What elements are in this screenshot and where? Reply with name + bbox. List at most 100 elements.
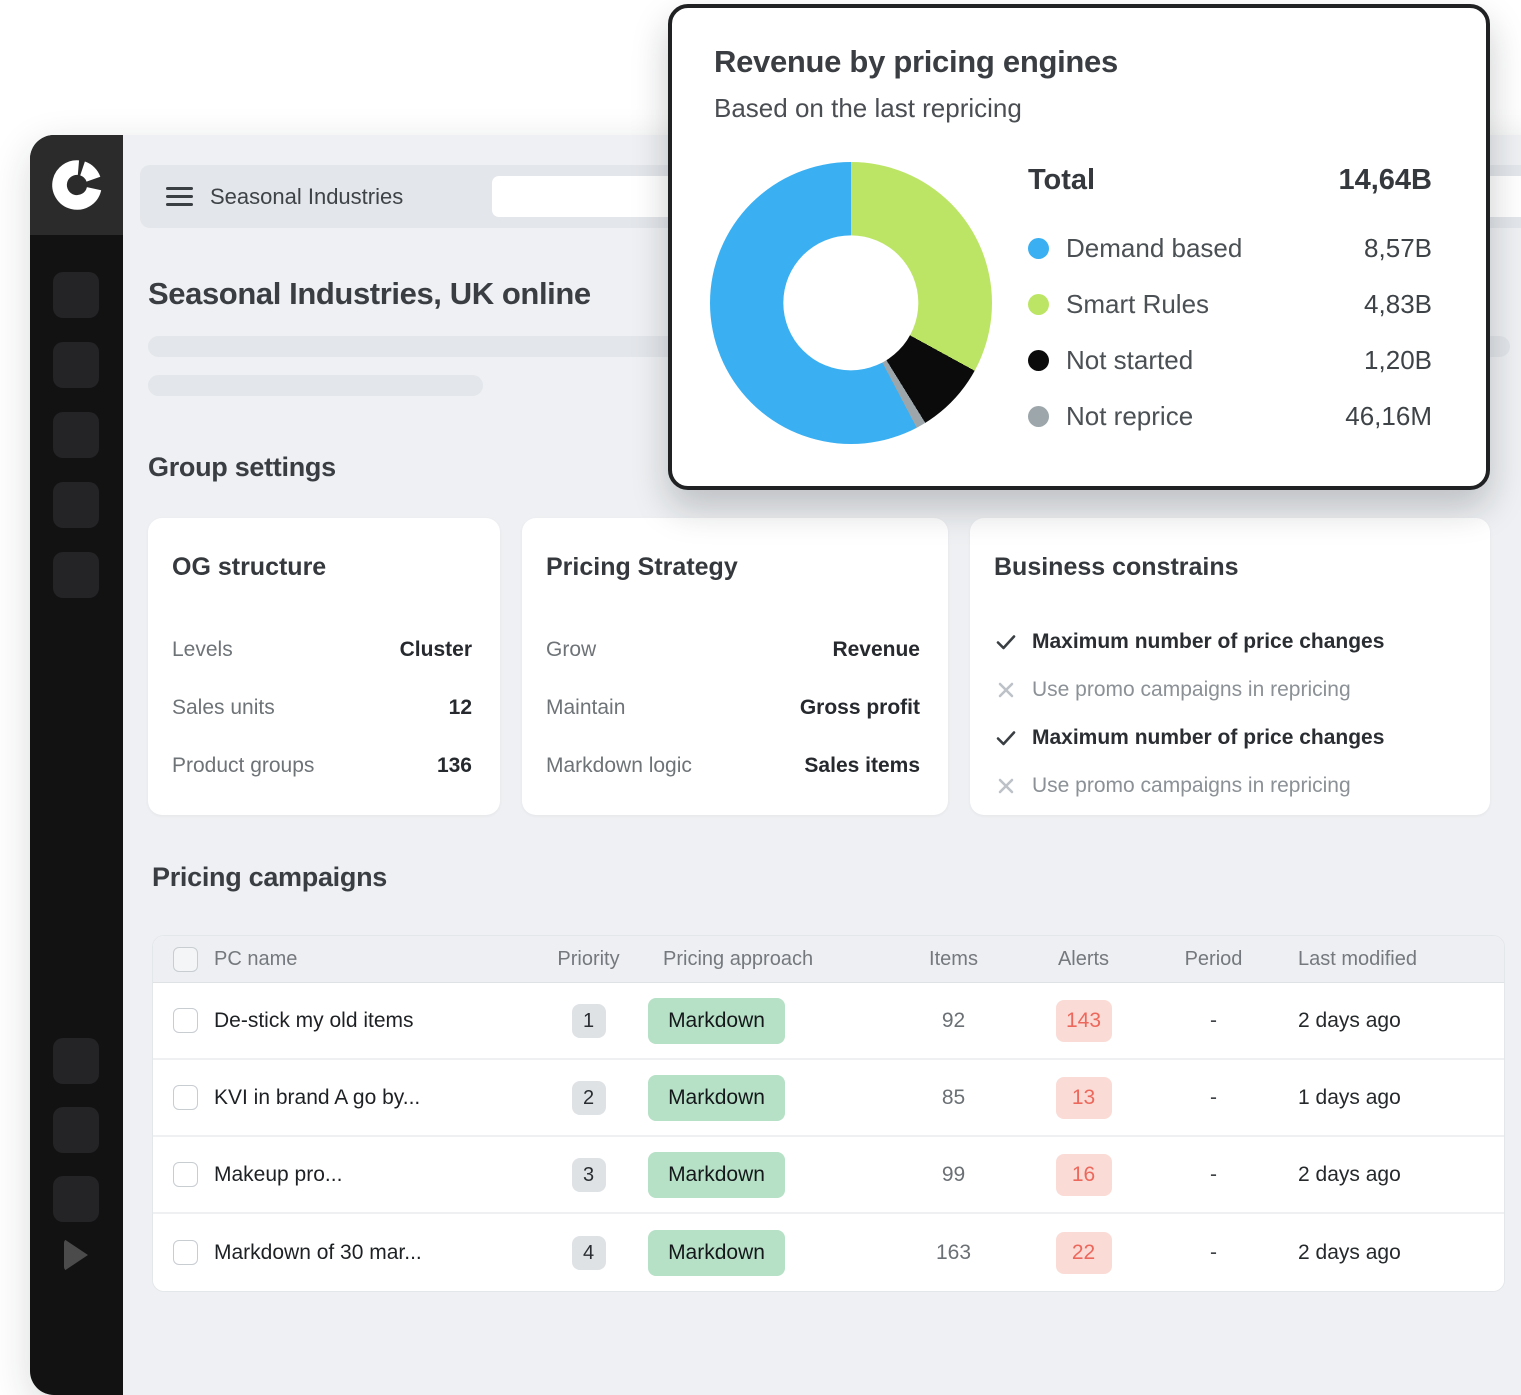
legend-dot bbox=[1028, 293, 1049, 315]
col-header-items: Items bbox=[929, 947, 978, 970]
col-header-priority: Priority bbox=[557, 947, 620, 970]
row-checkbox[interactable] bbox=[173, 1240, 198, 1265]
sidebar-bottom-item-1[interactable] bbox=[53, 1038, 99, 1084]
sidebar-item-5[interactable] bbox=[53, 552, 99, 598]
sidebar-item-1[interactable] bbox=[53, 272, 99, 318]
menu-icon[interactable] bbox=[166, 182, 193, 211]
approach-badge: Markdown bbox=[648, 1074, 785, 1121]
setting-row: Grow Revenue bbox=[546, 638, 920, 661]
priority-badge: 2 bbox=[571, 1080, 606, 1115]
chart-subtitle: Based on the last repricing bbox=[714, 93, 1022, 123]
sidebar-item-3[interactable] bbox=[53, 412, 99, 458]
check-icon bbox=[996, 635, 1016, 650]
priority-badge: 1 bbox=[571, 1003, 606, 1038]
items-count: 163 bbox=[935, 1240, 972, 1264]
col-header-alerts: Alerts bbox=[1057, 947, 1110, 970]
period-value: - bbox=[1210, 1240, 1217, 1264]
cross-icon bbox=[998, 778, 1014, 794]
table-row[interactable]: De-stick my old items 1 Markdown 92 143 … bbox=[153, 983, 1504, 1060]
legend-row: Smart Rules 4,83B bbox=[1028, 276, 1432, 332]
approach-badge: Markdown bbox=[648, 1151, 785, 1198]
last-modified: 2 days ago bbox=[1298, 1162, 1401, 1186]
priority-badge: 4 bbox=[571, 1235, 606, 1270]
priority-badge: 3 bbox=[571, 1157, 606, 1192]
setting-row: Product groups 136 bbox=[172, 754, 472, 777]
sidebar-expand-icon[interactable] bbox=[64, 1239, 88, 1271]
col-header-modified: Last modified bbox=[1298, 947, 1417, 970]
pricing-campaigns-heading: Pricing campaigns bbox=[152, 862, 387, 892]
col-header-approach: Pricing approach bbox=[663, 947, 814, 970]
constraint-row: Use promo campaigns in repricing bbox=[994, 666, 1466, 714]
items-count: 99 bbox=[941, 1162, 966, 1186]
breadcrumb: Seasonal Industries bbox=[210, 183, 404, 209]
pc-name: Markdown of 30 mar... bbox=[214, 1240, 422, 1264]
row-checkbox[interactable] bbox=[173, 1162, 198, 1187]
approach-badge: Markdown bbox=[648, 1229, 785, 1276]
row-checkbox[interactable] bbox=[173, 1008, 198, 1033]
donut-chart bbox=[710, 162, 992, 444]
constraint-row: Maximum number of price changes bbox=[994, 618, 1466, 666]
sidebar-item-2[interactable] bbox=[53, 342, 99, 388]
setting-row: Sales units 12 bbox=[172, 696, 472, 719]
sidebar-item-4[interactable] bbox=[53, 482, 99, 528]
period-value: - bbox=[1210, 1162, 1217, 1186]
donut-logo-icon bbox=[51, 160, 102, 210]
row-checkbox[interactable] bbox=[173, 1085, 198, 1110]
chart-legend: Total 14,64B Demand based 8,57B Smart Ru… bbox=[1028, 158, 1432, 444]
total-label: Total bbox=[1028, 163, 1096, 196]
total-value: 14,64B bbox=[1338, 163, 1432, 196]
last-modified: 2 days ago bbox=[1298, 1240, 1401, 1264]
items-count: 85 bbox=[941, 1085, 966, 1109]
pc-name: Makeup pro... bbox=[214, 1162, 343, 1186]
check-icon bbox=[996, 731, 1016, 746]
table-row[interactable]: Makeup pro... 3 Markdown 99 16 - 2 days … bbox=[153, 1137, 1504, 1214]
donut-hole bbox=[783, 235, 919, 371]
card-title: Business constrains bbox=[994, 553, 1239, 581]
business-constrains-card: Business constrains Maximum number of pr… bbox=[970, 518, 1490, 815]
legend-row: Not reprice 46,16M bbox=[1028, 388, 1432, 444]
last-modified: 1 days ago bbox=[1298, 1085, 1401, 1109]
setting-row: Levels Cluster bbox=[172, 638, 472, 661]
legend-dot bbox=[1028, 349, 1049, 371]
card-title: OG structure bbox=[172, 553, 327, 581]
skeleton-bar bbox=[148, 375, 483, 396]
setting-row: Markdown logic Sales items bbox=[546, 754, 920, 777]
legend-row: Not started 1,20B bbox=[1028, 332, 1432, 388]
alerts-badge: 13 bbox=[1055, 1076, 1112, 1119]
approach-badge: Markdown bbox=[648, 997, 785, 1044]
legend-dot bbox=[1028, 405, 1049, 427]
pricing-strategy-card: Pricing Strategy Grow Revenue Maintain G… bbox=[522, 518, 948, 815]
items-count: 92 bbox=[941, 1008, 966, 1032]
table-row[interactable]: KVI in brand A go by... 2 Markdown 85 13… bbox=[153, 1060, 1504, 1137]
chart-title: Revenue by pricing engines bbox=[714, 44, 1118, 79]
last-modified: 2 days ago bbox=[1298, 1008, 1401, 1032]
revenue-by-pricing-engines-card: Revenue by pricing engines Based on the … bbox=[668, 4, 1490, 490]
period-value: - bbox=[1210, 1008, 1217, 1032]
col-header-period: Period bbox=[1184, 947, 1243, 970]
select-all-checkbox[interactable] bbox=[173, 946, 198, 972]
group-settings-heading: Group settings bbox=[148, 452, 336, 482]
pricing-campaigns-table: PC name Priority Pricing approach Items … bbox=[152, 935, 1505, 1292]
og-structure-card: OG structure Levels Cluster Sales units … bbox=[148, 518, 500, 815]
pc-name: KVI in brand A go by... bbox=[214, 1085, 421, 1109]
table-row[interactable]: Markdown of 30 mar... 4 Markdown 163 22 … bbox=[153, 1214, 1504, 1291]
legend-dot bbox=[1028, 237, 1049, 259]
legend-total-row: Total 14,64B bbox=[1028, 158, 1432, 202]
sidebar-bottom-item-2[interactable] bbox=[53, 1107, 99, 1153]
cross-icon bbox=[998, 682, 1014, 698]
sidebar bbox=[30, 135, 123, 1395]
table-header: PC name Priority Pricing approach Items … bbox=[153, 936, 1504, 983]
alerts-badge: 16 bbox=[1055, 1153, 1112, 1196]
period-value: - bbox=[1210, 1085, 1217, 1109]
constraint-row: Use promo campaigns in repricing bbox=[994, 762, 1466, 810]
pc-name: De-stick my old items bbox=[214, 1008, 414, 1032]
col-header-pc-name: PC name bbox=[214, 947, 298, 970]
alerts-badge: 22 bbox=[1055, 1231, 1112, 1274]
constraint-row: Maximum number of price changes bbox=[994, 714, 1466, 762]
alerts-badge: 143 bbox=[1055, 999, 1112, 1042]
card-title: Pricing Strategy bbox=[546, 553, 738, 581]
legend-row: Demand based 8,57B bbox=[1028, 220, 1432, 276]
logo-block[interactable] bbox=[30, 135, 123, 235]
sidebar-bottom-item-3[interactable] bbox=[53, 1176, 99, 1222]
setting-row: Maintain Gross profit bbox=[546, 696, 920, 719]
